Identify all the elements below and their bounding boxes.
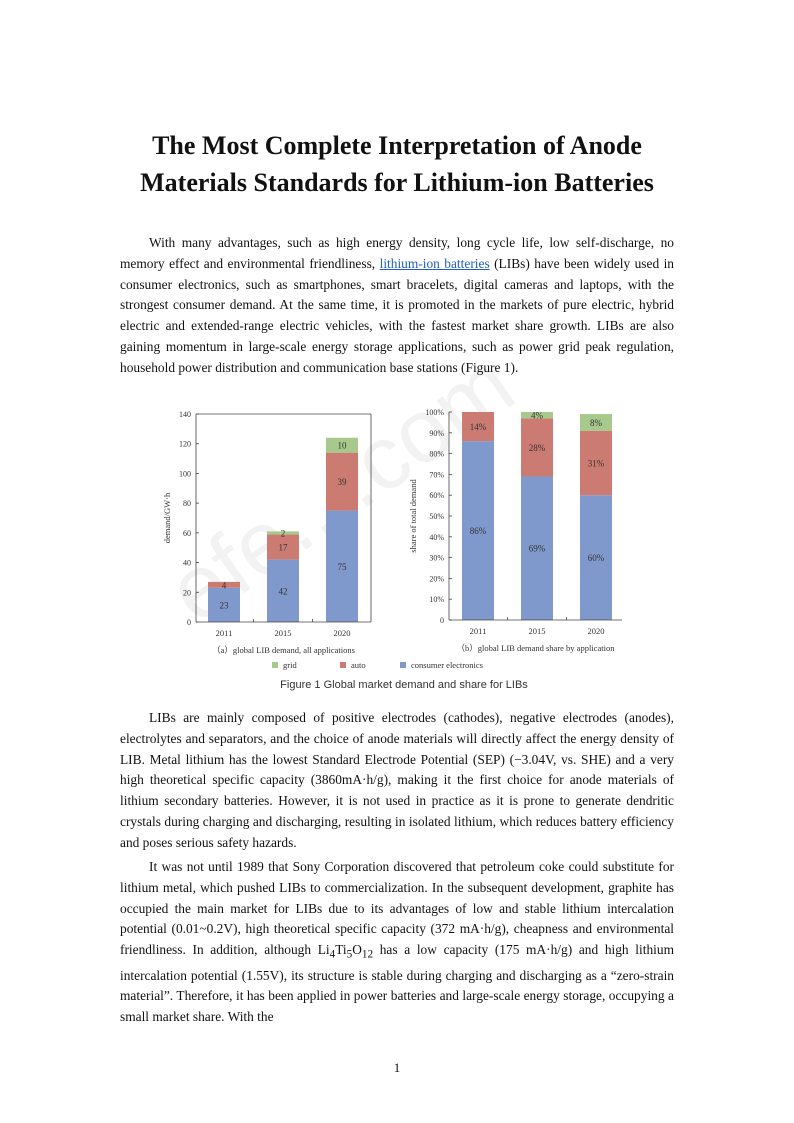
bar-auto-2011 bbox=[208, 581, 240, 588]
x-tick-label: 2011 bbox=[470, 626, 487, 636]
data-label: 23 bbox=[220, 600, 230, 610]
y-tick-label: 20 bbox=[183, 588, 191, 597]
data-label: 4% bbox=[531, 411, 544, 421]
y-tick-label: 30% bbox=[429, 554, 444, 563]
text: It was not until 1989 that Sony Corporat… bbox=[120, 859, 674, 958]
data-label: 17 bbox=[279, 542, 289, 552]
text: (LIBs) have been widely used in consumer… bbox=[120, 255, 674, 375]
bar-consumer-electronics-2020 bbox=[326, 510, 358, 622]
bar-auto-2020 bbox=[580, 430, 612, 496]
x-tick-label: 2020 bbox=[334, 628, 351, 638]
data-label: 28% bbox=[529, 443, 546, 453]
legend-label: grid bbox=[283, 660, 297, 670]
data-label: 60% bbox=[588, 553, 605, 563]
legend-swatch-grid bbox=[272, 662, 278, 668]
paragraph-3: It was not until 1989 that Sony Corporat… bbox=[120, 857, 674, 1028]
data-label: 69% bbox=[529, 544, 546, 554]
y-tick-label: 80% bbox=[429, 450, 444, 459]
bar-consumer-electronics-2015 bbox=[521, 476, 553, 620]
y-tick-label: 20% bbox=[429, 574, 444, 583]
y-tick-label: 60 bbox=[183, 529, 191, 538]
bar-grid-2020 bbox=[580, 414, 612, 431]
chart-subtitle: （a）global LIB demand, all applications bbox=[212, 645, 355, 655]
page-title: The Most Complete Interpretation of Anod… bbox=[100, 127, 694, 201]
data-label: 8% bbox=[590, 418, 603, 428]
title-line-1: The Most Complete Interpretation of Anod… bbox=[152, 131, 642, 160]
y-axis-label: share of total demand bbox=[408, 479, 418, 553]
text: O bbox=[352, 942, 362, 958]
bar-consumer-electronics-2015 bbox=[267, 559, 299, 622]
bar-grid-2015 bbox=[521, 412, 553, 419]
bar-consumer-electronics-2020 bbox=[580, 495, 612, 620]
subscript: 5 bbox=[346, 948, 353, 961]
y-tick-label: 0 bbox=[440, 616, 444, 625]
data-label: 10 bbox=[338, 441, 348, 451]
legend-label: auto bbox=[351, 660, 366, 670]
legend: grid auto consumer electronics bbox=[272, 660, 483, 670]
lithium-ion-batteries-link[interactable]: lithium-ion batteries bbox=[379, 255, 490, 271]
y-tick-label: 90% bbox=[429, 429, 444, 438]
y-tick-label: 80 bbox=[183, 499, 191, 508]
text: has a low capacity (175 mA·h/g) and high… bbox=[120, 942, 674, 1025]
chart-subtitle: （b）global LIB demand share by applicatio… bbox=[457, 643, 616, 653]
chart-a: 23 4 2011 42 17 2 2015 75 39 10 2020 0 20 40 60 80 100 12… bbox=[162, 410, 372, 655]
bar-auto-2015 bbox=[267, 534, 299, 560]
data-label: 39 bbox=[338, 477, 348, 487]
bar-auto-2011 bbox=[462, 412, 494, 442]
bar-consumer-electronics-2011 bbox=[462, 441, 494, 620]
subscript: 4 bbox=[329, 948, 336, 961]
y-tick-label: 0 bbox=[187, 618, 191, 627]
paragraph-1: With many advantages, such as high energ… bbox=[120, 233, 674, 379]
title-line-2: Materials Standards for Lithium-ion Batt… bbox=[140, 168, 654, 197]
legend-swatch-auto bbox=[340, 662, 346, 668]
legend-label: consumer electronics bbox=[411, 660, 483, 670]
y-tick-label: 60% bbox=[429, 491, 444, 500]
x-tick-label: 2015 bbox=[275, 628, 292, 638]
text: With many advantages, such as high energ… bbox=[120, 235, 674, 271]
legend-swatch-consumer-electronics bbox=[400, 662, 406, 668]
y-tick-label: 40 bbox=[183, 559, 191, 568]
y-axis-label: demand/GW·h bbox=[162, 492, 172, 543]
y-tick-label: 70% bbox=[429, 470, 444, 479]
data-label: 75 bbox=[338, 562, 348, 572]
data-label: 14% bbox=[470, 422, 487, 432]
y-tick-label: 140 bbox=[179, 410, 191, 419]
y-tick-label: 10% bbox=[429, 595, 444, 604]
bar-grid-2015 bbox=[267, 531, 299, 535]
chart-b: 86% 14% 2011 69% 28% 4% 2015 60% 31% 8% 2020 0 10% 20… bbox=[408, 408, 622, 653]
data-label: 86% bbox=[470, 526, 487, 536]
bar-auto-2020 bbox=[326, 452, 358, 511]
page-number: 1 bbox=[393, 1060, 401, 1075]
y-tick-label: 120 bbox=[179, 440, 191, 449]
bar-consumer-electronics-2011 bbox=[208, 587, 240, 622]
data-label: 31% bbox=[588, 458, 605, 468]
text: Ti bbox=[335, 942, 347, 958]
bar-grid-2020 bbox=[326, 437, 358, 453]
subscript: 12 bbox=[361, 948, 374, 961]
data-label: 2 bbox=[281, 528, 286, 538]
data-label: 4 bbox=[222, 580, 227, 590]
y-tick-label: 100 bbox=[179, 469, 191, 478]
paragraph-2: LIBs are mainly composed of positive ele… bbox=[120, 710, 674, 850]
y-tick-label: 100% bbox=[425, 408, 444, 417]
bar-auto-2015 bbox=[521, 418, 553, 477]
figure-caption: Figure 1 Global market demand and share … bbox=[280, 679, 528, 691]
data-label: 42 bbox=[279, 586, 288, 596]
x-tick-label: 2011 bbox=[216, 628, 233, 638]
x-tick-label: 2015 bbox=[529, 626, 546, 636]
x-tick-label: 2020 bbox=[588, 626, 605, 636]
y-tick-label: 40% bbox=[429, 533, 444, 542]
y-tick-label: 50% bbox=[429, 512, 444, 521]
